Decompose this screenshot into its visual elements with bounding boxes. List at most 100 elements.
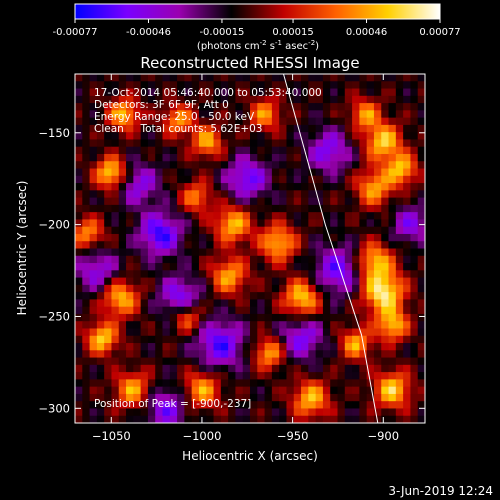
heatmap-cell (162, 328, 171, 337)
heatmap-cell (133, 248, 142, 257)
heatmap-cell (133, 306, 142, 315)
heatmap-cell (111, 183, 120, 191)
heatmap-cell (388, 132, 397, 140)
heatmap-cell (177, 197, 185, 206)
heatmap-cell (96, 299, 105, 308)
heatmap-cell (293, 197, 302, 206)
heatmap-cell (184, 350, 193, 358)
heatmap-cell (250, 357, 258, 366)
heatmap-cell (198, 124, 207, 133)
heatmap-cell (359, 132, 368, 140)
heatmap-cell (242, 379, 251, 388)
heatmap-cell (250, 175, 258, 184)
heatmap-cell (403, 81, 411, 89)
heatmap-cell (264, 401, 273, 409)
heatmap-cell (352, 175, 360, 184)
heatmap-cell (381, 335, 389, 344)
heatmap-cell (337, 74, 346, 82)
heatmap-cell (271, 226, 280, 235)
heatmap-cell (198, 117, 207, 126)
heatmap-cell (235, 226, 244, 235)
heatmap-cell (242, 95, 251, 104)
heatmap-cell (75, 255, 83, 264)
heatmap-cell (228, 313, 236, 322)
heatmap-cell (417, 248, 425, 257)
heatmap-cell (417, 255, 425, 264)
heatmap-cell (315, 146, 324, 155)
heatmap-cell (403, 350, 411, 358)
heatmap-cell (381, 219, 389, 228)
heatmap-cell (118, 248, 127, 257)
heatmap-cell (403, 197, 411, 206)
heatmap-cell (293, 343, 302, 351)
heatmap-cell (271, 263, 280, 271)
heatmap-cell (352, 372, 360, 380)
heatmap-cell (264, 226, 273, 235)
heatmap-cell (344, 95, 353, 104)
heatmap-cell (352, 335, 360, 344)
heatmap-cell (220, 212, 229, 220)
heatmap-cell (388, 270, 397, 278)
heatmap-cell (286, 139, 295, 148)
heatmap-cell (286, 357, 295, 366)
heatmap-cell (235, 328, 244, 337)
heatmap-cell (118, 393, 127, 402)
heatmap-cell (381, 277, 389, 286)
heatmap-cell (366, 95, 375, 104)
heatmap-cell (403, 219, 411, 228)
heatmap-cell (206, 306, 214, 315)
heatmap-cell (228, 168, 236, 177)
heatmap-cell (410, 357, 419, 366)
heatmap-cell (352, 233, 360, 242)
heatmap-cell (213, 226, 222, 235)
heatmap-cell (250, 233, 258, 242)
heatmap-cell (410, 277, 419, 286)
heatmap-cell (75, 270, 83, 278)
heatmap-cell (220, 95, 229, 104)
heatmap-cell (315, 168, 324, 177)
heatmap-cell (395, 241, 404, 249)
heatmap-cell (140, 219, 149, 228)
heatmap-cell (118, 270, 127, 278)
heatmap-cell (257, 299, 265, 308)
heatmap-cell (344, 386, 353, 395)
heatmap-cell (162, 335, 171, 344)
heatmap-cell (118, 88, 127, 97)
heatmap-cell (381, 263, 389, 271)
heatmap-cell (206, 168, 214, 177)
heatmap-cell (242, 74, 251, 82)
heatmap-cell (301, 364, 309, 373)
heatmap-cell (228, 284, 236, 293)
heatmap-cell (373, 146, 382, 155)
heatmap-cell (169, 393, 178, 402)
heatmap-cell (220, 161, 229, 169)
heatmap-cell (228, 408, 236, 417)
heatmap-cell (147, 393, 156, 402)
heatmap-cell (279, 139, 287, 148)
heatmap-cell (133, 168, 142, 177)
heatmap-cell (228, 343, 236, 351)
heatmap-cell (286, 183, 295, 191)
heatmap-cell (359, 168, 368, 177)
heatmap-cell (191, 379, 200, 388)
heatmap-cell (359, 321, 368, 329)
heatmap-cell (279, 248, 287, 257)
heatmap-cell (271, 146, 280, 155)
heatmap-cell (155, 277, 163, 286)
heatmap-cell (308, 386, 317, 395)
heatmap-cell (337, 364, 346, 373)
heatmap-cell (96, 88, 105, 97)
heatmap-cell (184, 321, 193, 329)
heatmap-cell (322, 284, 331, 293)
heatmap-cell (410, 328, 419, 337)
heatmap-cell (184, 197, 193, 206)
heatmap-cell (352, 401, 360, 409)
heatmap-cell (191, 124, 200, 133)
heatmap-cell (162, 379, 171, 388)
heatmap-cell (104, 212, 112, 220)
heatmap-cell (147, 372, 156, 380)
heatmap-cell (228, 328, 236, 337)
heatmap-cell (104, 117, 112, 126)
heatmap-cell (308, 219, 317, 228)
heatmap-cell (388, 81, 397, 89)
